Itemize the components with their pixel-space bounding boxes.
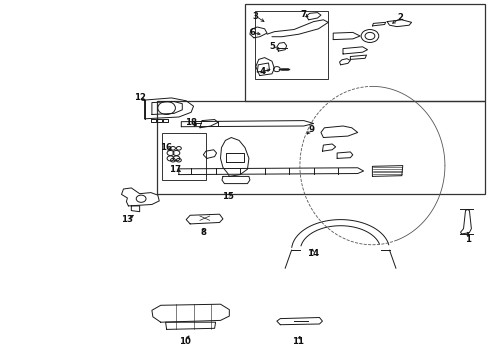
Text: 13: 13 <box>122 215 133 224</box>
Text: 1: 1 <box>465 235 471 244</box>
Text: 10: 10 <box>179 337 191 346</box>
Bar <box>245 4 485 101</box>
Bar <box>162 133 206 180</box>
Text: 17: 17 <box>170 165 181 174</box>
Bar <box>157 101 485 194</box>
Text: 18: 18 <box>185 118 197 127</box>
Text: 15: 15 <box>222 192 234 201</box>
Text: 5: 5 <box>269 42 275 51</box>
Text: 7: 7 <box>301 10 307 19</box>
Bar <box>255 11 328 79</box>
Text: 8: 8 <box>200 228 206 237</box>
Text: 4: 4 <box>259 68 265 77</box>
Text: 16: 16 <box>160 143 172 152</box>
Text: 3: 3 <box>253 12 259 21</box>
Text: 12: 12 <box>134 93 146 102</box>
Text: 9: 9 <box>308 125 314 134</box>
Text: 6: 6 <box>249 28 255 37</box>
Text: 2: 2 <box>398 13 404 22</box>
Text: 11: 11 <box>292 337 304 346</box>
Text: 14: 14 <box>307 249 318 258</box>
